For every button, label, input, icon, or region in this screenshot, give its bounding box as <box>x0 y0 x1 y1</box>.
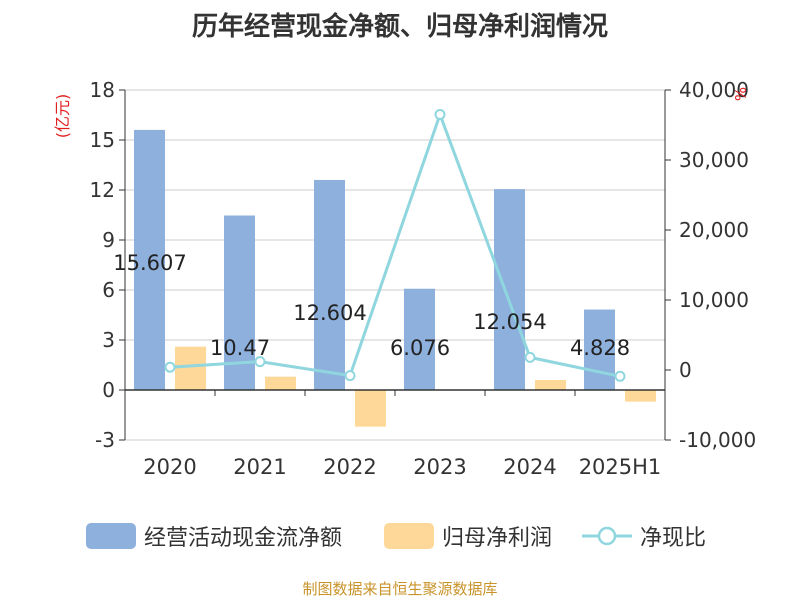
cashflow-bar <box>494 189 525 390</box>
cashflow-data-label: 6.076 <box>390 336 450 360</box>
data-labels: 15.607 10.47 12.604 6.076 12.054 4.828 <box>113 251 630 360</box>
right-axis-unit: % <box>732 87 750 101</box>
left-tick-label: 18 <box>90 78 115 102</box>
cashflow-bar <box>404 288 435 390</box>
left-tick-label: 9 <box>102 228 115 252</box>
cash-ratio-point <box>254 356 266 368</box>
cashflow-bar <box>134 129 165 390</box>
right-tick-label: 0 <box>679 358 692 382</box>
x-tick-label: 2023 <box>413 455 466 479</box>
legend-line-marker-icon <box>582 526 632 546</box>
left-tick-label: 12 <box>90 178 115 202</box>
legend-item-cashflow[interactable]: 经营活动现金流净额 <box>86 516 342 556</box>
chart-title: 历年经营现金净额、归母净利润情况 <box>191 12 608 42</box>
legend-item-cash-ratio[interactable]: 净现比 <box>582 516 706 556</box>
cashflow-bar <box>584 309 615 390</box>
right-tick-label: 40,000 <box>679 78 749 102</box>
left-axis-unit: (亿元) <box>53 94 72 139</box>
cashflow-bar <box>314 179 345 390</box>
cash-ratio-point <box>524 351 536 363</box>
line-series <box>164 109 626 382</box>
cashflow-data-label: 12.604 <box>293 301 366 325</box>
left-tick-label: 6 <box>102 278 115 302</box>
net-profit-bar <box>355 390 386 427</box>
left-tick-label: -3 <box>95 428 115 452</box>
x-tick-label: 2025H1 <box>579 455 662 479</box>
left-tick-label: 15 <box>90 128 115 152</box>
net-profit-bar <box>265 376 296 390</box>
right-tick-label: -10,000 <box>679 428 756 452</box>
cashflow-data-label: 10.47 <box>210 336 270 360</box>
legend-swatch-cashflow <box>86 523 136 549</box>
net-profit-bar <box>535 380 566 390</box>
cashflow-data-label: 12.054 <box>473 310 546 334</box>
right-tick-label: 30,000 <box>679 148 749 172</box>
legend-label-cash-ratio: 净现比 <box>640 526 707 551</box>
legend-label-net-profit: 归母净利润 <box>442 526 553 551</box>
cashflow-data-label: 15.607 <box>113 251 186 275</box>
legend-swatch-net-profit <box>384 523 434 549</box>
net-profit-bar <box>625 390 656 402</box>
cash-ratio-point <box>164 361 176 373</box>
left-tick-label: 0 <box>102 378 115 402</box>
cash-ratio-point <box>434 109 446 120</box>
right-tick-label: 10,000 <box>679 288 749 312</box>
legend-item-net-profit[interactable]: 归母净利润 <box>384 516 552 556</box>
x-tick-label: 2024 <box>503 455 556 479</box>
bar-marks <box>134 129 656 427</box>
axes: -3 0 3 6 9 12 15 18 -10,000 0 10,000 20,000 30,000 40… <box>90 78 757 479</box>
right-tick-label: 20,000 <box>679 218 749 242</box>
cash-ratio-point <box>614 370 626 382</box>
source-note: 制图数据来自恒生聚源数据库 <box>302 580 498 598</box>
left-tick-label: 3 <box>102 328 115 352</box>
gridlines <box>125 89 665 441</box>
legend: 经营活动现金流净额 归母净利润 净现比 <box>0 516 800 556</box>
cashflow-data-label: 4.828 <box>570 336 630 360</box>
legend-label-cashflow: 经营活动现金流净额 <box>144 526 343 551</box>
x-tick-label: 2021 <box>233 455 286 479</box>
net-profit-bar <box>175 346 206 390</box>
cash-ratio-line <box>169 110 621 378</box>
cash-ratio-point <box>344 370 356 382</box>
x-tick-label: 2022 <box>323 455 376 479</box>
x-tick-label: 2020 <box>143 455 196 479</box>
